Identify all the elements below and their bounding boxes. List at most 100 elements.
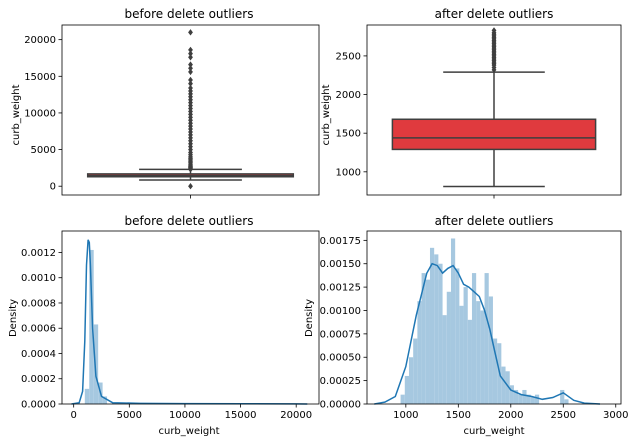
- histogram-bar: [438, 263, 443, 404]
- y-tick-label: 0.00000: [320, 400, 361, 411]
- histogram-bar: [480, 310, 485, 404]
- outlier-point: [188, 68, 193, 76]
- y-axis-label: curb_weight: [321, 84, 332, 145]
- y-tick-label: 0.0010: [21, 273, 56, 284]
- x-axis-label: curb_weight: [463, 426, 524, 437]
- histogram-bar: [560, 389, 565, 404]
- outlier-point: [188, 50, 193, 57]
- y-tick-label: 0: [50, 182, 56, 193]
- histogram-bar: [505, 371, 510, 404]
- y-tick-label: 0.00100: [320, 306, 361, 317]
- outlier-point: [491, 27, 497, 34]
- chart-title: before delete outliers: [125, 7, 254, 21]
- x-tick-label: 2500: [551, 410, 576, 421]
- histogram-bar: [509, 385, 514, 404]
- x-tick-label: 2000: [498, 410, 523, 421]
- histogram-bar: [102, 396, 108, 404]
- y-tick-label: 20000: [24, 35, 56, 46]
- histogram-bar: [467, 319, 472, 404]
- y-tick-label: 0.0006: [21, 324, 56, 335]
- x-tick-label: 20000: [280, 410, 312, 421]
- y-tick-label: 0.0000: [21, 400, 56, 411]
- y-tick-label: 0.00125: [320, 283, 361, 294]
- histogram-bar: [404, 375, 409, 404]
- kde-line: [374, 262, 601, 405]
- y-tick-label: 0.0002: [21, 374, 56, 385]
- histogram-bar: [429, 247, 435, 404]
- histogram-bar: [84, 388, 90, 404]
- panel-before-box: before delete outliers curb_weight 0 5000…: [11, 7, 320, 199]
- histogram-bar: [530, 396, 535, 404]
- plot-area: 0.00000 0.00025 0.00050 0.00075 0.00100 0.001…: [320, 236, 629, 421]
- chart-title: before delete outliers: [125, 214, 254, 228]
- y-tick-label: 5000: [31, 145, 56, 156]
- histogram-bar: [471, 273, 477, 404]
- plot-area: 1000 1500 2000 2500: [336, 27, 597, 199]
- y-tick-label: 1000: [336, 167, 361, 178]
- outlier-point: [188, 61, 193, 68]
- panel-after-hist: after delete outliers Density curb_weigh…: [304, 214, 628, 437]
- outlier-point: [188, 84, 193, 92]
- y-tick-label: 0.00175: [320, 236, 361, 247]
- x-tick-label: 1500: [446, 410, 471, 421]
- outlier-point: [188, 76, 193, 84]
- y-tick-label: 0.00050: [320, 353, 361, 364]
- box: [391, 118, 597, 151]
- histogram-bar: [446, 291, 451, 404]
- outlier-point: [188, 54, 193, 61]
- histogram-bar: [492, 338, 498, 404]
- histogram-bar: [526, 394, 531, 404]
- histogram-bar: [93, 324, 99, 404]
- axes-frame: [366, 24, 622, 196]
- kde-line: [71, 239, 308, 405]
- histogram-bar: [89, 249, 94, 404]
- x-tick-label: 0: [70, 410, 76, 421]
- y-tick-label: 0.0012: [21, 248, 56, 259]
- histogram-bar: [488, 296, 493, 404]
- histogram-bar: [408, 357, 414, 404]
- x-tick-label: 15000: [225, 410, 257, 421]
- histogram-bar: [434, 254, 439, 404]
- axes-frame: [61, 24, 320, 196]
- histogram-bar: [421, 273, 426, 404]
- histogram-bar: [442, 315, 447, 404]
- histogram-bar: [463, 287, 468, 404]
- histogram-bar: [534, 394, 540, 404]
- histogram-bar: [425, 279, 430, 404]
- plot-area: 0 5000 10000 15000 20000: [24, 29, 295, 199]
- panel-before-hist: before delete outliers Density curb_weig…: [8, 214, 320, 437]
- y-tick-label: 0.00025: [320, 376, 361, 387]
- outlier-point: [188, 29, 193, 36]
- y-axis-label: Density: [304, 299, 315, 337]
- y-axis-label: curb_weight: [11, 84, 22, 145]
- y-tick-label: 0.00075: [320, 329, 361, 340]
- y-tick-label: 0.00150: [320, 259, 361, 270]
- y-tick-label: 10000: [24, 108, 56, 119]
- y-tick-label: 0.0008: [21, 298, 56, 309]
- x-tick-label: 1000: [393, 410, 418, 421]
- y-tick-label: 15000: [24, 72, 56, 83]
- y-tick-label: 2500: [336, 51, 361, 62]
- outlier-point: [188, 80, 193, 87]
- histogram-bar: [455, 268, 460, 404]
- histogram-bar: [413, 338, 418, 404]
- histogram-bar: [417, 301, 422, 404]
- x-tick-label: 5000: [117, 410, 142, 421]
- y-tick-label: 0.0004: [21, 349, 56, 360]
- chart-title: after delete outliers: [435, 7, 554, 21]
- histogram-bar: [484, 273, 489, 404]
- y-axis-label: Density: [8, 299, 19, 337]
- chart-title: after delete outliers: [435, 214, 554, 228]
- x-axis-label: curb_weight: [158, 426, 219, 437]
- panel-after-box: after delete outliers curb_weight 1000 15…: [321, 7, 622, 199]
- histogram-bar: [513, 389, 519, 404]
- histogram-bar: [400, 394, 405, 404]
- axes-frame: [61, 230, 320, 405]
- y-tick-label: 2000: [336, 90, 361, 101]
- histogram-bar: [564, 399, 569, 404]
- histogram-bar: [450, 238, 456, 404]
- histogram-bar: [501, 366, 506, 404]
- outlier-point: [188, 65, 193, 72]
- histogram-bar: [476, 301, 481, 404]
